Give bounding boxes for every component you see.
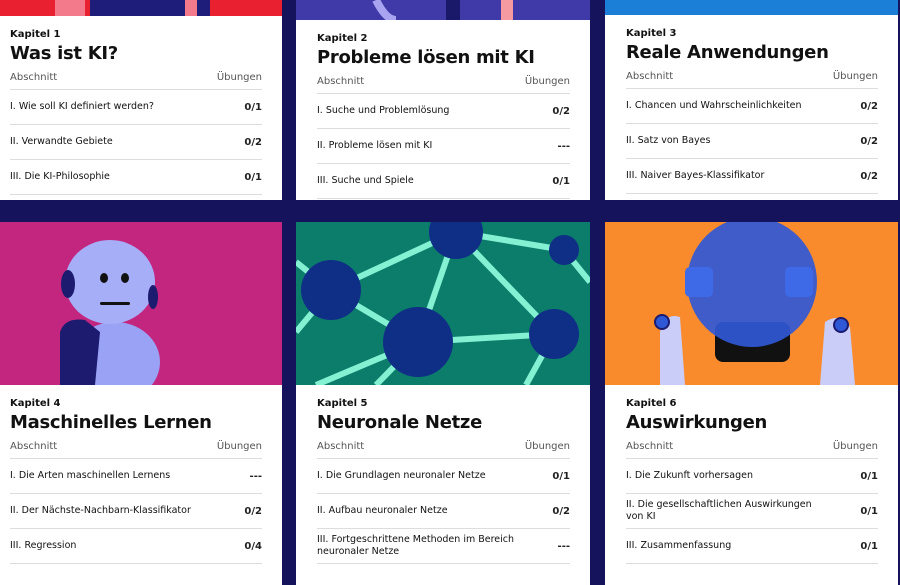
section-row[interactable]: II. Verwandte Gebiete 0/2 xyxy=(10,125,262,160)
chapter-label: Kapitel 4 xyxy=(10,398,61,409)
section-name: II. Probleme lösen mit KI xyxy=(317,140,433,151)
section-name: II. Die gesellschaftlichen Auswirkungen … xyxy=(626,499,812,522)
section-row[interactable]: III. Naiver Bayes-Klassifikator 0/2 xyxy=(626,159,878,194)
chapter-card[interactable]: Kapitel 3 Reale Anwendungen Abschnitt Übung… xyxy=(605,15,898,200)
section-row[interactable]: I. Die Zukunft vorhersagen 0/1 xyxy=(626,459,878,494)
section-row[interactable]: III. Suche und Spiele 0/1 xyxy=(317,164,570,199)
table-header: Abschnitt Übungen xyxy=(317,76,570,94)
chapter-title: Neuronale Netze xyxy=(317,412,482,433)
section-row[interactable]: II. Die gesellschaftlichen Auswirkungen … xyxy=(626,494,878,529)
column-header: Übungen xyxy=(832,71,878,82)
section-name: II. Verwandte Gebiete xyxy=(10,136,113,147)
chapter-card[interactable]: Kapitel 1 Was ist KI? Abschnitt Übungen I. W… xyxy=(0,16,282,200)
section-score: --- xyxy=(557,540,570,552)
section-name: II. Aufbau neuronaler Netze xyxy=(317,505,448,516)
section-score: 0/2 xyxy=(244,136,262,148)
section-name: III. Die KI-Philosophie xyxy=(10,171,110,182)
chapter-title: Maschinelles Lernen xyxy=(10,412,212,433)
chapter-card[interactable]: Kapitel 4 Maschinelles Lernen Abschnitt Übu… xyxy=(0,385,282,585)
section-name: I. Die Grundlagen neuronaler Netze xyxy=(317,470,486,481)
section-name: I. Wie soll KI definiert werden? xyxy=(10,101,154,112)
section-name: I. Die Zukunft vorhersagen xyxy=(626,470,753,481)
section-name: III. Zusammenfassung xyxy=(626,540,732,551)
section-score: 0/2 xyxy=(860,170,878,182)
column-header: Übungen xyxy=(524,441,570,452)
chapter-3-image xyxy=(605,0,898,15)
section-score: --- xyxy=(557,140,570,152)
column-header: Übungen xyxy=(216,441,262,452)
column-header: Abschnitt xyxy=(317,76,365,87)
section-name: II. Der Nächste-Nachbarn-Klassifikator xyxy=(10,505,191,516)
section-score: 0/1 xyxy=(552,175,570,187)
section-score: 0/4 xyxy=(244,540,262,552)
table-header: Abschnitt Übungen xyxy=(317,441,570,459)
chapter-2-image xyxy=(296,0,590,20)
column-header: Abschnitt xyxy=(626,441,674,452)
section-score: --- xyxy=(249,470,262,482)
chapter-card[interactable]: Kapitel 5 Neuronale Netze Abschnitt Übungen… xyxy=(296,385,590,585)
section-row[interactable]: I. Die Arten maschinellen Lernens --- xyxy=(10,459,262,494)
section-name: I. Chancen und Wahrscheinlichkeiten xyxy=(626,100,802,111)
section-name: II. Satz von Bayes xyxy=(626,135,711,146)
section-name: III. Fortgeschrittene Methoden im Bereic… xyxy=(317,534,515,557)
chapter-title: Probleme lösen mit KI xyxy=(317,47,535,68)
column-header: Abschnitt xyxy=(626,71,674,82)
chapter-1-image xyxy=(0,0,282,16)
section-score: 0/1 xyxy=(860,505,878,517)
section-row[interactable]: III. Zusammenfassung 0/1 xyxy=(626,529,878,564)
section-score: 0/1 xyxy=(860,470,878,482)
section-name: III. Naiver Bayes-Klassifikator xyxy=(626,170,765,181)
chapter-title: Auswirkungen xyxy=(626,412,768,433)
column-header: Übungen xyxy=(832,441,878,452)
section-score: 0/1 xyxy=(244,101,262,113)
chapter-6-image xyxy=(605,222,898,385)
section-score: 0/2 xyxy=(244,505,262,517)
section-name: I. Die Arten maschinellen Lernens xyxy=(10,470,171,481)
section-row[interactable]: II. Aufbau neuronaler Netze 0/2 xyxy=(317,494,570,529)
section-score: 0/1 xyxy=(244,171,262,183)
section-score: 0/2 xyxy=(552,105,570,117)
table-header: Abschnitt Übungen xyxy=(626,71,878,89)
table-header: Abschnitt Übungen xyxy=(626,441,878,459)
section-score: 0/2 xyxy=(860,100,878,112)
section-row[interactable]: I. Wie soll KI definiert werden? 0/1 xyxy=(10,90,262,125)
section-row[interactable]: III. Regression 0/4 xyxy=(10,529,262,564)
section-row[interactable]: I. Chancen und Wahrscheinlichkeiten 0/2 xyxy=(626,89,878,124)
chapter-label: Kapitel 5 xyxy=(317,398,368,409)
section-score: 0/2 xyxy=(860,135,878,147)
table-header: Abschnitt Übungen xyxy=(10,72,262,90)
section-score: 0/2 xyxy=(552,505,570,517)
section-row[interactable]: I. Suche und Problemlösung 0/2 xyxy=(317,94,570,129)
section-row[interactable]: III. Die KI-Philosophie 0/1 xyxy=(10,160,262,195)
chapter-card[interactable]: Kapitel 6 Auswirkungen Abschnitt Übungen I. … xyxy=(605,385,898,585)
section-row[interactable]: II. Der Nächste-Nachbarn-Klassifikator 0/… xyxy=(10,494,262,529)
column-header: Übungen xyxy=(216,72,262,83)
column-header: Abschnitt xyxy=(10,441,58,452)
section-row[interactable]: II. Satz von Bayes 0/2 xyxy=(626,124,878,159)
table-header: Abschnitt Übungen xyxy=(10,441,262,459)
section-name: I. Suche und Problemlösung xyxy=(317,105,450,116)
chapter-label: Kapitel 6 xyxy=(626,398,677,409)
section-name: III. Regression xyxy=(10,540,77,551)
chapter-label: Kapitel 3 xyxy=(626,28,677,39)
chapter-title: Reale Anwendungen xyxy=(626,42,829,63)
chapter-title: Was ist KI? xyxy=(10,43,118,64)
chapter-5-image xyxy=(296,222,590,385)
section-row[interactable]: I. Die Grundlagen neuronaler Netze 0/1 xyxy=(317,459,570,494)
section-score: 0/1 xyxy=(860,540,878,552)
section-score: 0/1 xyxy=(552,470,570,482)
column-header: Abschnitt xyxy=(317,441,365,452)
section-row[interactable]: II. Probleme lösen mit KI --- xyxy=(317,129,570,164)
chapter-4-image xyxy=(0,222,282,385)
column-header: Übungen xyxy=(524,76,570,87)
chapter-label: Kapitel 2 xyxy=(317,33,368,44)
column-header: Abschnitt xyxy=(10,72,58,83)
chapter-label: Kapitel 1 xyxy=(10,29,61,40)
section-row[interactable]: III. Fortgeschrittene Methoden im Bereic… xyxy=(317,529,570,564)
chapter-card[interactable]: Kapitel 2 Probleme lösen mit KI Abschnitt Ü… xyxy=(296,20,590,200)
section-name: III. Suche und Spiele xyxy=(317,175,414,186)
